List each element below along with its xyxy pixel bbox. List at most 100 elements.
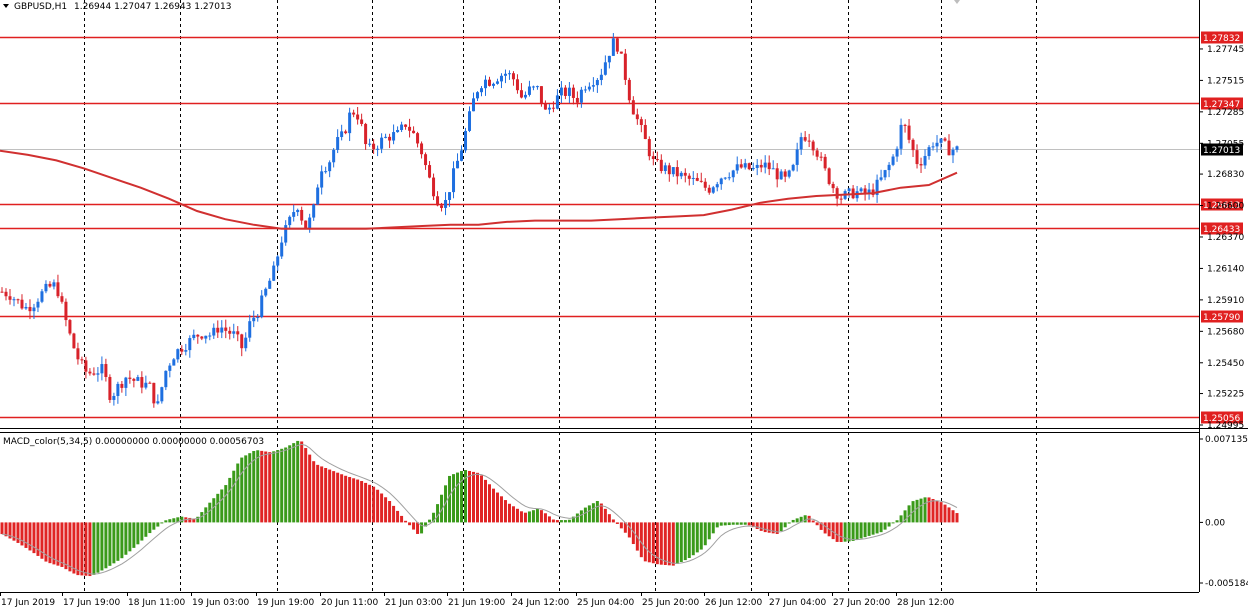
- candle-body: [923, 156, 927, 166]
- candle-body: [631, 100, 635, 115]
- candle-body: [172, 359, 176, 366]
- macd-bar: [420, 522, 424, 534]
- price-level-tag: [1201, 97, 1243, 110]
- candle-body: [440, 205, 444, 208]
- time-tick-label: 25 Jun 04:00: [577, 598, 634, 608]
- candle-body: [811, 141, 815, 151]
- macd-bar: [487, 484, 491, 523]
- macd-bar: [216, 493, 220, 523]
- time-tick-label: 25 Jun 20:00: [642, 598, 699, 608]
- candle-body: [511, 73, 515, 80]
- candle-body: [324, 171, 328, 173]
- macd-tick-label: 0.00: [1205, 518, 1225, 528]
- candle-body: [611, 38, 615, 56]
- candle-body: [947, 140, 951, 156]
- macd-bar: [176, 517, 180, 523]
- macd-bar: [268, 452, 272, 523]
- candle-body: [823, 156, 827, 169]
- candle-body: [711, 187, 715, 193]
- macd-bar: [76, 522, 80, 576]
- candle-body: [831, 183, 835, 189]
- macd-bar: [547, 516, 551, 523]
- macd-bar: [787, 522, 791, 524]
- candle-body: [16, 299, 20, 301]
- price-level-tag-text: 1.27347: [1203, 100, 1240, 110]
- macd-bar: [951, 510, 955, 523]
- candle-body: [412, 130, 416, 134]
- current-price-tag: [1201, 143, 1243, 156]
- candle-body: [304, 220, 308, 229]
- macd-bar: [296, 440, 300, 523]
- candle-body: [188, 338, 192, 351]
- candle-body: [783, 171, 787, 177]
- macd-bar: [476, 472, 480, 523]
- candle-body: [527, 86, 531, 95]
- macd-bar: [583, 507, 587, 523]
- macd-bar: [108, 522, 112, 566]
- candle-body: [396, 130, 400, 133]
- candle-body: [795, 149, 799, 165]
- macd-bar: [144, 522, 148, 537]
- macd-bar: [264, 451, 268, 523]
- candle-body: [28, 306, 32, 312]
- candle-body: [687, 175, 691, 179]
- chart-scroll-marker-icon[interactable]: [954, 0, 960, 4]
- macd-bar: [160, 522, 164, 524]
- candle-body: [731, 170, 735, 178]
- macd-bar: [384, 497, 388, 523]
- macd-bar: [88, 522, 92, 577]
- macd-bar: [196, 516, 200, 523]
- time-tick-label: 26 Jun 12:00: [705, 598, 762, 608]
- candle-body: [448, 192, 452, 200]
- macd-tick-label: 0.0071356: [1205, 435, 1248, 445]
- candle-body: [575, 97, 579, 103]
- candle-body: [827, 168, 831, 184]
- macd-bar: [452, 474, 456, 523]
- macd-bar: [755, 522, 759, 530]
- macd-bar: [20, 522, 24, 546]
- candle-body: [875, 179, 879, 195]
- macd-bar: [899, 515, 903, 523]
- macd-bar: [555, 520, 559, 523]
- candle-body: [915, 150, 919, 165]
- macd-bar: [739, 522, 743, 525]
- macd-bar: [627, 522, 631, 538]
- candle-body: [332, 149, 336, 163]
- price-tick-label: 1.26370: [1207, 233, 1244, 243]
- candle-body: [132, 378, 136, 381]
- macd-bar: [623, 522, 627, 533]
- macd-histogram: [0, 440, 959, 577]
- macd-bar: [887, 522, 891, 527]
- candle-body: [643, 124, 647, 140]
- candle-body: [328, 162, 332, 172]
- price-tick-label: 1.27285: [1207, 108, 1244, 118]
- macd-bar: [412, 522, 416, 530]
- macd-bar: [639, 522, 643, 558]
- macd-bar: [631, 522, 635, 545]
- macd-bar: [136, 522, 140, 545]
- candle-body: [344, 131, 348, 134]
- macd-bar: [735, 522, 739, 525]
- macd-bar: [192, 518, 196, 523]
- candle-body: [607, 55, 611, 63]
- collapse-triangle-icon[interactable]: [3, 4, 9, 8]
- candle-body: [839, 198, 843, 200]
- candle-body: [76, 348, 80, 360]
- price-level-tag: [1201, 31, 1243, 44]
- macd-bar: [751, 522, 755, 528]
- candle-body: [595, 80, 599, 86]
- horizontal-levels: 1.27832 1.27347 1.26613 1.26433 1.25790 1.250…: [0, 31, 1243, 424]
- price-tick-label: 1.27515: [1207, 76, 1244, 86]
- candle-body: [935, 142, 939, 147]
- macd-bar: [503, 500, 507, 523]
- candle-body: [12, 299, 16, 301]
- ma-line: [0, 149, 958, 230]
- macd-bar: [839, 522, 843, 542]
- price-level-tag-text: 1.26613: [1203, 201, 1240, 211]
- macd-bar: [715, 522, 719, 528]
- candle-body: [567, 87, 571, 96]
- macd-bar: [364, 482, 368, 523]
- candle-body: [587, 86, 591, 90]
- candle-body: [787, 170, 791, 177]
- candle-body: [715, 184, 719, 188]
